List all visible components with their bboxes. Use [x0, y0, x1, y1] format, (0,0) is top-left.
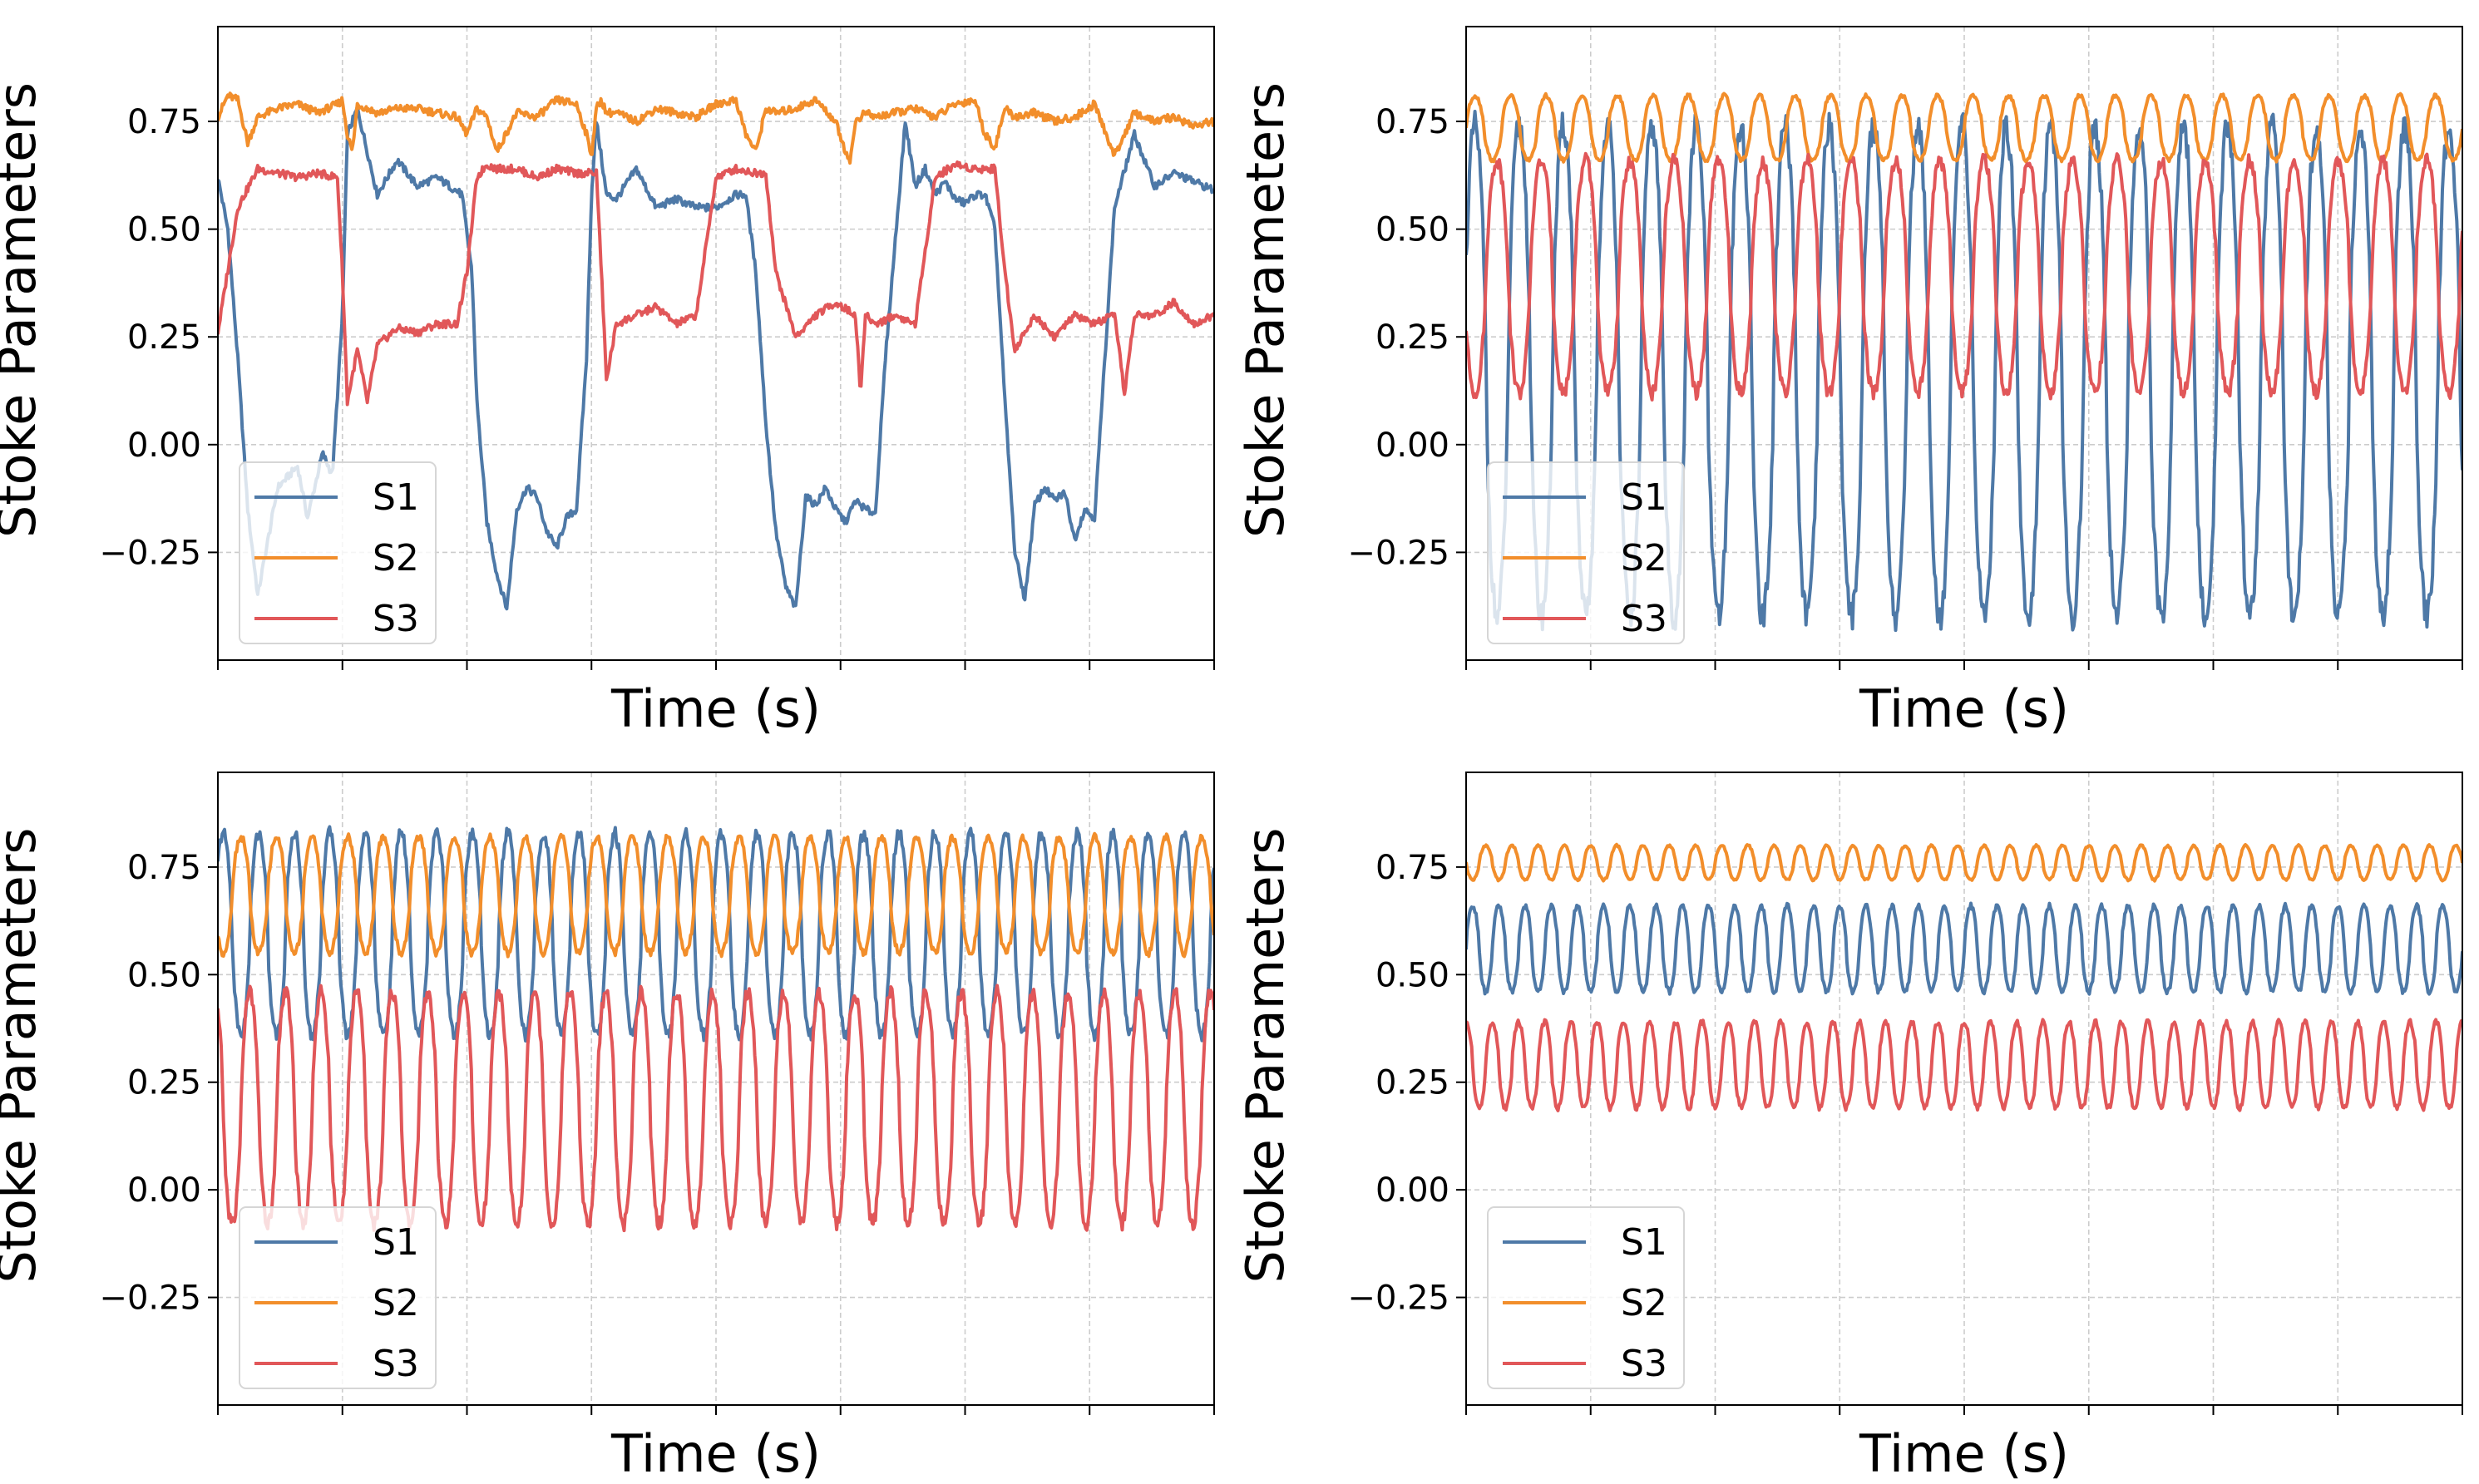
- legend-label-s1: S1: [373, 476, 419, 519]
- series-line-s3: [218, 984, 1214, 1233]
- y-tick-label: 0.75: [1375, 103, 1449, 141]
- y-tick-label: 0.50: [1375, 211, 1449, 249]
- legend: S1 S2 S3: [239, 461, 437, 644]
- chart-panel-bottom-right: −0.25 0.00 0.25 0.50 0.75 Time (s) Stoke Param…: [1235, 772, 2463, 1484]
- legend-label-s3: S3: [1621, 1343, 1667, 1385]
- legend-label-s1: S1: [373, 1221, 419, 1264]
- y-tick-label: 0.25: [127, 318, 201, 357]
- legend-label-s1: S1: [1621, 476, 1667, 519]
- chart-panel-top-right: −0.25 0.00 0.25 0.50 0.75 Time (s) Stoke Param…: [1235, 26, 2463, 739]
- y-tick-label: 0.50: [127, 211, 201, 249]
- series-group: [218, 825, 1214, 1233]
- legend-label-s3: S3: [373, 1343, 419, 1385]
- legend-box: [1487, 1206, 1685, 1389]
- legend-label-s2: S2: [373, 1282, 419, 1324]
- y-tick-label: 0.75: [1375, 849, 1449, 887]
- x-axis-label: Time (s): [1859, 1423, 2069, 1484]
- y-tick-label: −0.25: [1347, 1279, 1449, 1318]
- legend-label-s2: S2: [1621, 537, 1667, 579]
- series-line-s1: [1466, 901, 2462, 996]
- series-group: [1466, 842, 2462, 1112]
- y-tick-label: 0.00: [127, 426, 201, 465]
- y-tick-label: 0.00: [1375, 426, 1449, 465]
- y-axis-label: Stoke Parameters: [1235, 82, 1296, 538]
- legend-box: [1487, 461, 1685, 644]
- y-tick-label: 0.25: [1375, 1064, 1449, 1102]
- legend-label-s2: S2: [1621, 1282, 1667, 1324]
- series-line-s3: [1466, 151, 2462, 402]
- x-axis-label: Time (s): [1859, 678, 2069, 739]
- series-line-s1: [218, 825, 1214, 1043]
- legend-label-s3: S3: [373, 598, 419, 640]
- chart-panel-bottom-left: −0.25 0.00 0.25 0.50 0.75 Time (s) Stoke Param…: [0, 772, 1215, 1484]
- series-line-s2: [218, 91, 1214, 165]
- legend-label-s2: S2: [373, 537, 419, 579]
- legend: S1 S2 S3: [1487, 461, 1685, 644]
- series-line-s3: [218, 160, 1214, 407]
- legend-label-s3: S3: [1621, 598, 1667, 640]
- x-axis-label: Time (s): [610, 1423, 821, 1484]
- y-tick-label: −0.25: [99, 534, 201, 572]
- y-tick-label: 0.00: [127, 1171, 201, 1210]
- y-axis-label: Stoke Parameters: [0, 82, 47, 538]
- series-line-s2: [1466, 91, 2462, 164]
- y-axis-label: Stoke Parameters: [1235, 827, 1296, 1283]
- legend: S1 S2 S3: [239, 1206, 437, 1389]
- y-tick-label: 0.75: [127, 849, 201, 887]
- series-line-s2: [1466, 842, 2462, 883]
- y-tick-label: 0.25: [1375, 318, 1449, 357]
- y-tick-label: 0.00: [1375, 1171, 1449, 1210]
- y-tick-label: 0.25: [127, 1064, 201, 1102]
- x-axis-label: Time (s): [610, 678, 821, 739]
- legend: S1 S2 S3: [1487, 1206, 1685, 1389]
- legend-box: [239, 461, 437, 644]
- y-tick-label: −0.25: [99, 1279, 201, 1318]
- legend-box: [239, 1206, 437, 1389]
- y-tick-label: 0.50: [127, 956, 201, 994]
- y-tick-label: −0.25: [1347, 534, 1449, 572]
- series-line-s2: [218, 831, 1214, 959]
- y-axis-label: Stoke Parameters: [0, 827, 47, 1283]
- chart-panel-top-left: −0.25 0.00 0.25 0.50 0.75 Time (s) Stoke Param…: [0, 26, 1215, 739]
- series-line-s3: [1466, 1018, 2462, 1112]
- series-group: [218, 91, 1214, 611]
- y-tick-label: 0.50: [1375, 956, 1449, 994]
- legend-label-s1: S1: [1621, 1221, 1667, 1264]
- y-tick-label: 0.75: [127, 103, 201, 141]
- series-line-s1: [218, 105, 1214, 611]
